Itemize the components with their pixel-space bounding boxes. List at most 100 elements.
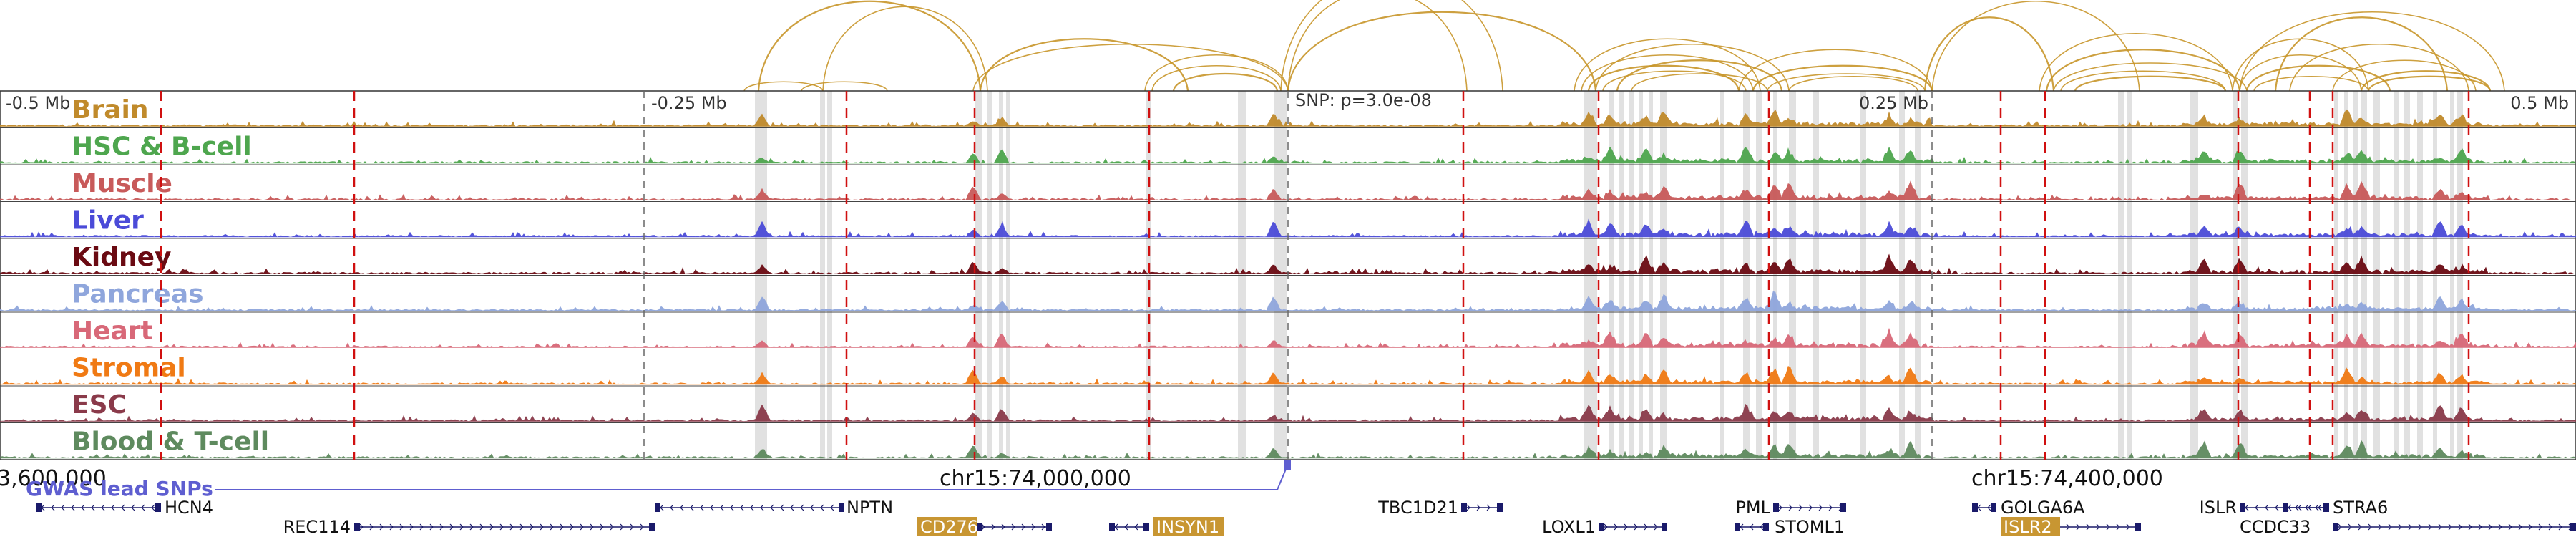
coordinate-label: chr15:74,400,000 — [1971, 466, 2163, 491]
interaction-arc — [1287, 11, 1597, 92]
interaction-arc — [1280, 0, 1503, 92]
track-signal — [0, 109, 2576, 127]
gene-strand-arrow — [369, 523, 374, 531]
interaction-arc — [2274, 16, 2449, 92]
gene-label: HCN4 — [165, 498, 213, 518]
gene-strand-arrow — [2275, 504, 2279, 511]
interaction-arc — [2289, 44, 2469, 92]
gene-exon — [1599, 523, 1604, 531]
gene-strand-arrow — [499, 523, 504, 531]
gene-strand-arrow — [409, 523, 414, 531]
interaction-arc — [2053, 62, 2248, 92]
gene-strand-arrow — [600, 523, 604, 531]
gene-strand-arrow — [1486, 504, 1491, 511]
gene-exon — [1735, 523, 1740, 531]
gene-strand-arrow — [419, 523, 424, 531]
gene-exon — [1991, 503, 1996, 512]
interaction-arc — [1631, 73, 1768, 92]
gene-label: NPTN — [847, 498, 893, 518]
gene-strand-arrow — [81, 504, 85, 511]
interaction-arc — [822, 6, 988, 92]
coordinate-label: 3,600,000 — [0, 466, 107, 491]
interaction-arc — [1587, 64, 1740, 92]
gene-strand-arrow — [459, 523, 464, 531]
gene-label: GOLGA6A — [2001, 498, 2085, 518]
track-label: Brain — [72, 95, 148, 125]
gene-strand-arrow — [1778, 504, 1782, 511]
interaction-arc — [1144, 54, 1289, 92]
gene-strand-arrow — [2398, 523, 2402, 531]
gene-strand-arrow — [51, 504, 55, 511]
interaction-arc — [757, 0, 982, 92]
gene-exon — [1046, 523, 1052, 531]
gene-strand-arrow — [2348, 523, 2352, 531]
gene-strand-arrow — [630, 523, 634, 531]
gene-exon — [976, 523, 982, 531]
interaction-arc — [2332, 59, 2477, 92]
gene-strand-arrow — [1124, 523, 1128, 531]
gene-strand-arrow — [1808, 504, 1813, 511]
track-signal — [0, 253, 2576, 275]
gene-strand-arrow — [550, 523, 554, 531]
interaction-arc — [2060, 70, 2226, 92]
gene-strand-arrow — [71, 504, 75, 511]
gene-label: INSYN1 — [1156, 517, 1219, 537]
gene-strand-arrow — [1760, 523, 1764, 531]
track-label: ESC — [72, 390, 127, 420]
track-signal — [0, 180, 2576, 200]
gene-strand-arrow — [2368, 523, 2372, 531]
gene-strand-arrow — [2265, 504, 2269, 511]
interaction-arc — [1923, 16, 2055, 92]
gene-strand-arrow — [1818, 504, 1823, 511]
track-signal — [0, 403, 2576, 422]
gene-exon — [1497, 503, 1503, 512]
gene-strand-arrow — [1031, 523, 1035, 531]
track-label: Blood & T-cell — [72, 427, 269, 456]
gene-exon — [655, 503, 660, 512]
gene-exon — [1763, 523, 1769, 531]
gene-strand-arrow — [2116, 523, 2120, 531]
gene-strand-arrow — [111, 504, 115, 511]
gene-strand-arrow — [2448, 523, 2452, 531]
gene-strand-arrow — [2428, 523, 2432, 531]
gene-strand-arrow — [981, 523, 985, 531]
gene-label: LOXL1 — [1542, 517, 1596, 537]
gene-strand-arrow — [610, 523, 614, 531]
gene-exon — [2283, 503, 2288, 512]
gene-strand-arrow — [2308, 504, 2312, 511]
gene-strand-arrow — [2298, 504, 2302, 511]
interaction-arc — [1767, 73, 1926, 92]
gene-strand-arrow — [800, 504, 804, 511]
interaction-arc — [743, 81, 824, 92]
gene-strand-arrow — [1021, 523, 1025, 531]
gene-strand-arrow — [540, 523, 544, 531]
gene-strand-arrow — [2318, 504, 2322, 511]
gene-track: HCN4 NPTN TBC1D21 PML GOLGA6A ISLR STRA6 REC114… — [36, 498, 2576, 537]
gene-strand-arrow — [1041, 523, 1045, 531]
gene-strand-arrow — [2478, 523, 2482, 531]
interaction-arc — [2039, 32, 2233, 92]
gene-strand-arrow — [2378, 523, 2382, 531]
gene-strand-arrow — [720, 504, 724, 511]
interaction-arcs — [743, 0, 2505, 92]
gene-strand-arrow — [790, 504, 794, 511]
gene-exon — [1143, 523, 1149, 531]
gene-strand-arrow — [519, 523, 524, 531]
gene-strand-arrow — [2066, 523, 2070, 531]
gene-strand-arrow — [2438, 523, 2442, 531]
track-label: Stromal — [72, 353, 186, 382]
gene-label: TBC1D21 — [1377, 498, 1458, 518]
gwas-label: GWAS lead SNPs — [26, 477, 213, 500]
interaction-arc — [2245, 64, 2391, 92]
gene-strand-arrow — [429, 523, 434, 531]
track-signal — [0, 218, 2576, 238]
gene-strand-arrow — [1750, 523, 1754, 531]
gene-strand-arrow — [2488, 523, 2492, 531]
interaction-arc — [1616, 59, 1783, 92]
gene-strand-arrow — [101, 504, 105, 511]
gene-strand-arrow — [2418, 523, 2422, 531]
gene-strand-arrow — [379, 523, 384, 531]
gene-exon — [1461, 503, 1467, 512]
